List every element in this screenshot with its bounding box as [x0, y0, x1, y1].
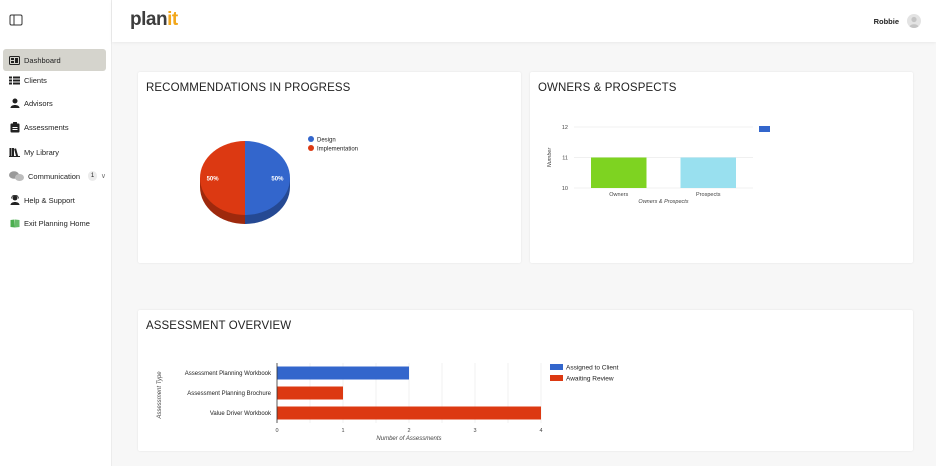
y-axis-label: Assessment Type	[157, 371, 163, 420]
sidebar-item-label: Help & Support	[24, 195, 75, 205]
legend-label: Implementation	[317, 147, 358, 153]
y-tick-label: 11	[562, 156, 568, 162]
sidebar: Dashboard Clients Advisors Assessments M…	[0, 0, 112, 466]
y-tick-label: Assessment Planning Workbook	[185, 371, 272, 377]
sidebar-item-clients[interactable]: Clients	[3, 69, 106, 91]
chevron-down-icon[interactable]: ∨	[100, 173, 106, 180]
y-tick-label: 12	[562, 125, 568, 131]
exit-planning-icon	[9, 218, 20, 228]
bar	[277, 406, 541, 420]
sidebar-item-label: Advisors	[24, 98, 53, 108]
planit-logo[interactable]: planit	[130, 9, 178, 30]
dashboard-icon	[9, 55, 20, 65]
y-axis-label: Number	[547, 147, 553, 168]
assessment-overview-card: ASSESSMENT OVERVIEW 0 1 2 3 4 Assessment Plan…	[138, 310, 913, 451]
x-tick-label: 2	[407, 428, 410, 434]
legend-label: Design	[317, 138, 336, 144]
recommendations-card: RECOMMENDATIONS IN PROGRESS 50% 50% Design…	[138, 72, 521, 263]
sidebar-item-advisors[interactable]: Advisors	[3, 92, 106, 114]
pie-slice-0	[245, 141, 290, 215]
sidebar-item-label: Exit Planning Home	[24, 218, 90, 228]
sidebar-item-label: Dashboard	[24, 55, 61, 65]
legend-dot	[308, 136, 314, 142]
assessments-icon	[9, 121, 20, 132]
x-tick-label: 4	[539, 428, 542, 434]
legend-swatch	[759, 126, 770, 132]
sidebar-item-assessments[interactable]: Assessments	[3, 116, 106, 138]
y-tick-label: Value Driver Workbook	[210, 411, 272, 417]
library-icon	[9, 147, 20, 157]
x-tick-label: Owners	[609, 192, 628, 198]
pie-slice-label: 50%	[271, 177, 284, 183]
notification-badge: 1	[88, 171, 97, 181]
sidebar-item-help-support[interactable]: Help & Support	[3, 189, 106, 211]
assessment-overview-bar-chart: 0 1 2 3 4 Assessment Planning Workbook Assessm…	[157, 363, 619, 442]
sidebar-item-label: Communication	[28, 171, 81, 181]
recommendations-pie-chart: 50% 50% Design Implementation	[200, 136, 358, 224]
x-tick-label: 3	[473, 428, 476, 434]
y-tick-label: Assessment Planning Brochure	[187, 391, 271, 397]
owners-prospects-bar-chart: 10 11 12 Owners Prospects Owners & Prospects N…	[547, 125, 770, 205]
bar-prospects	[680, 157, 736, 188]
x-tick-label: Prospects	[696, 192, 721, 198]
help-icon	[9, 195, 20, 205]
sidebar-item-communication[interactable]: Communication 1 ∨	[3, 165, 106, 187]
legend-swatch	[550, 375, 563, 381]
sidebar-item-label: Clients	[24, 75, 47, 85]
communication-icon	[9, 170, 24, 181]
bar	[277, 366, 409, 380]
owners-prospects-card: OWNERS & PROSPECTS 10 11 12 Owners Prospects…	[530, 72, 913, 263]
bar-owners	[591, 157, 647, 188]
sidebar-toggle-icon[interactable]	[9, 14, 23, 26]
card-title: RECOMMENDATIONS IN PROGRESS	[146, 82, 351, 94]
sidebar-item-dashboard[interactable]: Dashboard	[3, 49, 106, 71]
legend-dot	[308, 145, 314, 151]
sidebar-item-label: Assessments	[24, 122, 69, 132]
pie-slice-1	[200, 141, 245, 215]
legend-swatch	[550, 364, 563, 370]
avatar[interactable]	[907, 14, 921, 28]
card-title: ASSESSMENT OVERVIEW	[146, 320, 292, 332]
pie-slice-label: 50%	[207, 177, 220, 183]
advisors-icon	[9, 98, 20, 108]
bar	[277, 386, 343, 400]
x-tick-label: 1	[341, 428, 344, 434]
top-header: planit Robbie	[112, 0, 936, 42]
x-tick-label: 0	[275, 428, 278, 434]
sidebar-item-my-library[interactable]: My Library	[3, 141, 106, 163]
sidebar-item-label: My Library	[24, 147, 60, 157]
legend-label: Awaiting Review	[566, 376, 614, 383]
clients-icon	[9, 75, 20, 85]
x-axis-label: Owners & Prospects	[638, 199, 688, 205]
x-axis-label: Number of Assessments	[376, 436, 441, 442]
card-title: OWNERS & PROSPECTS	[538, 82, 677, 94]
y-tick-label: 10	[562, 186, 568, 192]
user-name[interactable]: Robbie	[873, 17, 899, 26]
sidebar-item-exit-planning-home[interactable]: Exit Planning Home	[3, 212, 106, 234]
legend-label: Assigned to Client	[566, 365, 619, 372]
